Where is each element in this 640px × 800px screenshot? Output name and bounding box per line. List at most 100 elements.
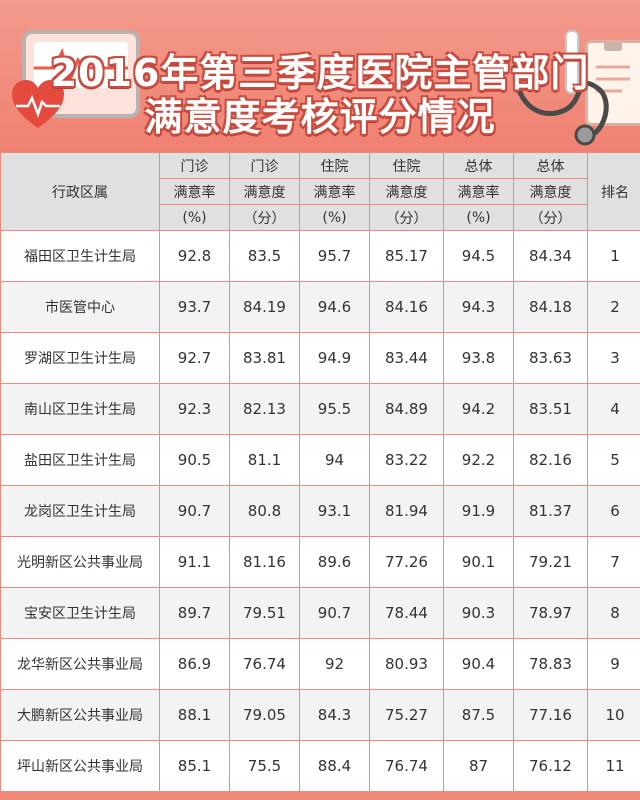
header-unit: (%) <box>299 204 370 231</box>
header-cell: 总体 <box>443 152 514 179</box>
value-cell: 84.34 <box>513 230 588 282</box>
header-cell: 门诊 <box>159 152 230 179</box>
header-banner: 2016年第三季度医院主管部门 满意度考核评分情况 <box>0 0 640 152</box>
table-row: 坪山新区公共事业局 85.1 75.5 88.4 76.74 87 76.12 11 <box>0 740 640 792</box>
rank-cell: 6 <box>587 485 640 537</box>
value-cell: 89.6 <box>299 536 370 588</box>
value-cell: 82.16 <box>513 434 588 486</box>
value-cell: 95.5 <box>299 383 370 435</box>
value-cell: 94 <box>299 434 370 486</box>
value-cell: 92.7 <box>159 332 230 384</box>
value-cell: 82.13 <box>229 383 300 435</box>
heart-icon <box>12 80 64 128</box>
value-cell: 76.12 <box>513 740 588 792</box>
table-row: 南山区卫生计生局 92.3 82.13 95.5 84.89 94.2 83.51 4 <box>0 383 640 435</box>
value-cell: 93.8 <box>443 332 514 384</box>
value-cell: 87 <box>443 740 514 792</box>
value-cell: 89.7 <box>159 587 230 639</box>
value-cell: 91.1 <box>159 536 230 588</box>
table-row: 龙岗区卫生计生局 90.7 80.8 93.1 81.94 91.9 81.37 6 <box>0 485 640 537</box>
table-body: 福田区卫生计生局 92.8 83.5 95.7 85.17 94.5 84.34 1 市医管中心… <box>0 230 640 792</box>
value-cell: 90.7 <box>159 485 230 537</box>
value-cell: 85.1 <box>159 740 230 792</box>
header-cell: 满意率 <box>299 178 370 205</box>
value-cell: 83.44 <box>369 332 444 384</box>
district-name-cell: 宝安区卫生计生局 <box>0 587 160 639</box>
value-cell: 88.1 <box>159 689 230 741</box>
value-cell: 81.1 <box>229 434 300 486</box>
table-row: 福田区卫生计生局 92.8 83.5 95.7 85.17 94.5 84.34 1 <box>0 230 640 282</box>
rank-cell: 8 <box>587 587 640 639</box>
value-cell: 83.5 <box>229 230 300 282</box>
value-cell: 90.4 <box>443 638 514 690</box>
value-cell: 84.18 <box>513 281 588 333</box>
value-cell: 94.6 <box>299 281 370 333</box>
value-cell: 94.3 <box>443 281 514 333</box>
value-cell: 83.63 <box>513 332 588 384</box>
value-cell: 83.22 <box>369 434 444 486</box>
rank-cell: 9 <box>587 638 640 690</box>
stethoscope-icon <box>512 64 609 146</box>
value-cell: 78.97 <box>513 587 588 639</box>
header-cell: 总体 <box>513 152 588 179</box>
value-cell: 76.74 <box>229 638 300 690</box>
header-district: 行政区属 <box>0 152 160 231</box>
value-cell: 94.2 <box>443 383 514 435</box>
rank-cell: 1 <box>587 230 640 282</box>
value-cell: 85.17 <box>369 230 444 282</box>
value-cell: 84.16 <box>369 281 444 333</box>
page-title-line-2: 满意度考核评分情况 <box>144 95 496 139</box>
district-name-cell: 盐田区卫生计生局 <box>0 434 160 486</box>
table-row: 大鹏新区公共事业局 88.1 79.05 84.3 75.27 87.5 77.16 10 <box>0 689 640 741</box>
value-cell: 84.19 <box>229 281 300 333</box>
page-title-line-1: 2016年第三季度医院主管部门 <box>50 51 590 95</box>
rank-cell: 7 <box>587 536 640 588</box>
value-cell: 92.8 <box>159 230 230 282</box>
value-cell: 77.26 <box>369 536 444 588</box>
score-table-container: 行政区属 门诊 门诊 住院 住院 总体 总体 排名 满意率 满意度 满意率 满意… <box>0 152 640 800</box>
rank-cell: 10 <box>587 689 640 741</box>
value-cell: 83.81 <box>229 332 300 384</box>
value-cell: 92 <box>299 638 370 690</box>
rank-cell: 2 <box>587 281 640 333</box>
value-cell: 87.5 <box>443 689 514 741</box>
header-cell: 满意率 <box>159 178 230 205</box>
header-cell: 满意度 <box>513 178 588 205</box>
thermometer-icon <box>565 30 579 94</box>
rank-cell: 3 <box>587 332 640 384</box>
table-header: 行政区属 门诊 门诊 住院 住院 总体 总体 排名 满意率 满意度 满意率 满意… <box>0 152 640 231</box>
header-cell: 门诊 <box>229 152 300 179</box>
value-cell: 79.05 <box>229 689 300 741</box>
value-cell: 81.94 <box>369 485 444 537</box>
value-cell: 95.7 <box>299 230 370 282</box>
rank-cell: 11 <box>587 740 640 792</box>
header-unit: (%) <box>159 204 230 231</box>
header-rank: 排名 <box>587 152 640 231</box>
header-cell: 住院 <box>299 152 370 179</box>
value-cell: 75.27 <box>369 689 444 741</box>
value-cell: 76.74 <box>369 740 444 792</box>
value-cell: 94.5 <box>443 230 514 282</box>
header-cell: 满意率 <box>443 178 514 205</box>
table-row: 市医管中心 93.7 84.19 94.6 84.16 94.3 84.18 2 <box>0 281 640 333</box>
district-name-cell: 坪山新区公共事业局 <box>0 740 160 792</box>
district-name-cell: 龙岗区卫生计生局 <box>0 485 160 537</box>
score-table: 行政区属 门诊 门诊 住院 住院 总体 总体 排名 满意率 满意度 满意率 满意… <box>0 152 640 792</box>
header-cell: 满意度 <box>229 178 300 205</box>
rank-cell: 5 <box>587 434 640 486</box>
table-row: 光明新区公共事业局 91.1 81.16 89.6 77.26 90.1 79.21 7 <box>0 536 640 588</box>
header-unit: （分） <box>513 204 588 231</box>
header-unit: （分） <box>369 204 444 231</box>
header-unit: (%) <box>443 204 514 231</box>
table-row: 宝安区卫生计生局 89.7 79.51 90.7 78.44 90.3 78.97 8 <box>0 587 640 639</box>
value-cell: 93.1 <box>299 485 370 537</box>
value-cell: 81.37 <box>513 485 588 537</box>
value-cell: 79.21 <box>513 536 588 588</box>
value-cell: 90.7 <box>299 587 370 639</box>
district-name-cell: 光明新区公共事业局 <box>0 536 160 588</box>
value-cell: 92.3 <box>159 383 230 435</box>
district-name-cell: 福田区卫生计生局 <box>0 230 160 282</box>
district-name-cell: 罗湖区卫生计生局 <box>0 332 160 384</box>
table-row: 盐田区卫生计生局 90.5 81.1 94 83.22 92.2 82.16 5 <box>0 434 640 486</box>
